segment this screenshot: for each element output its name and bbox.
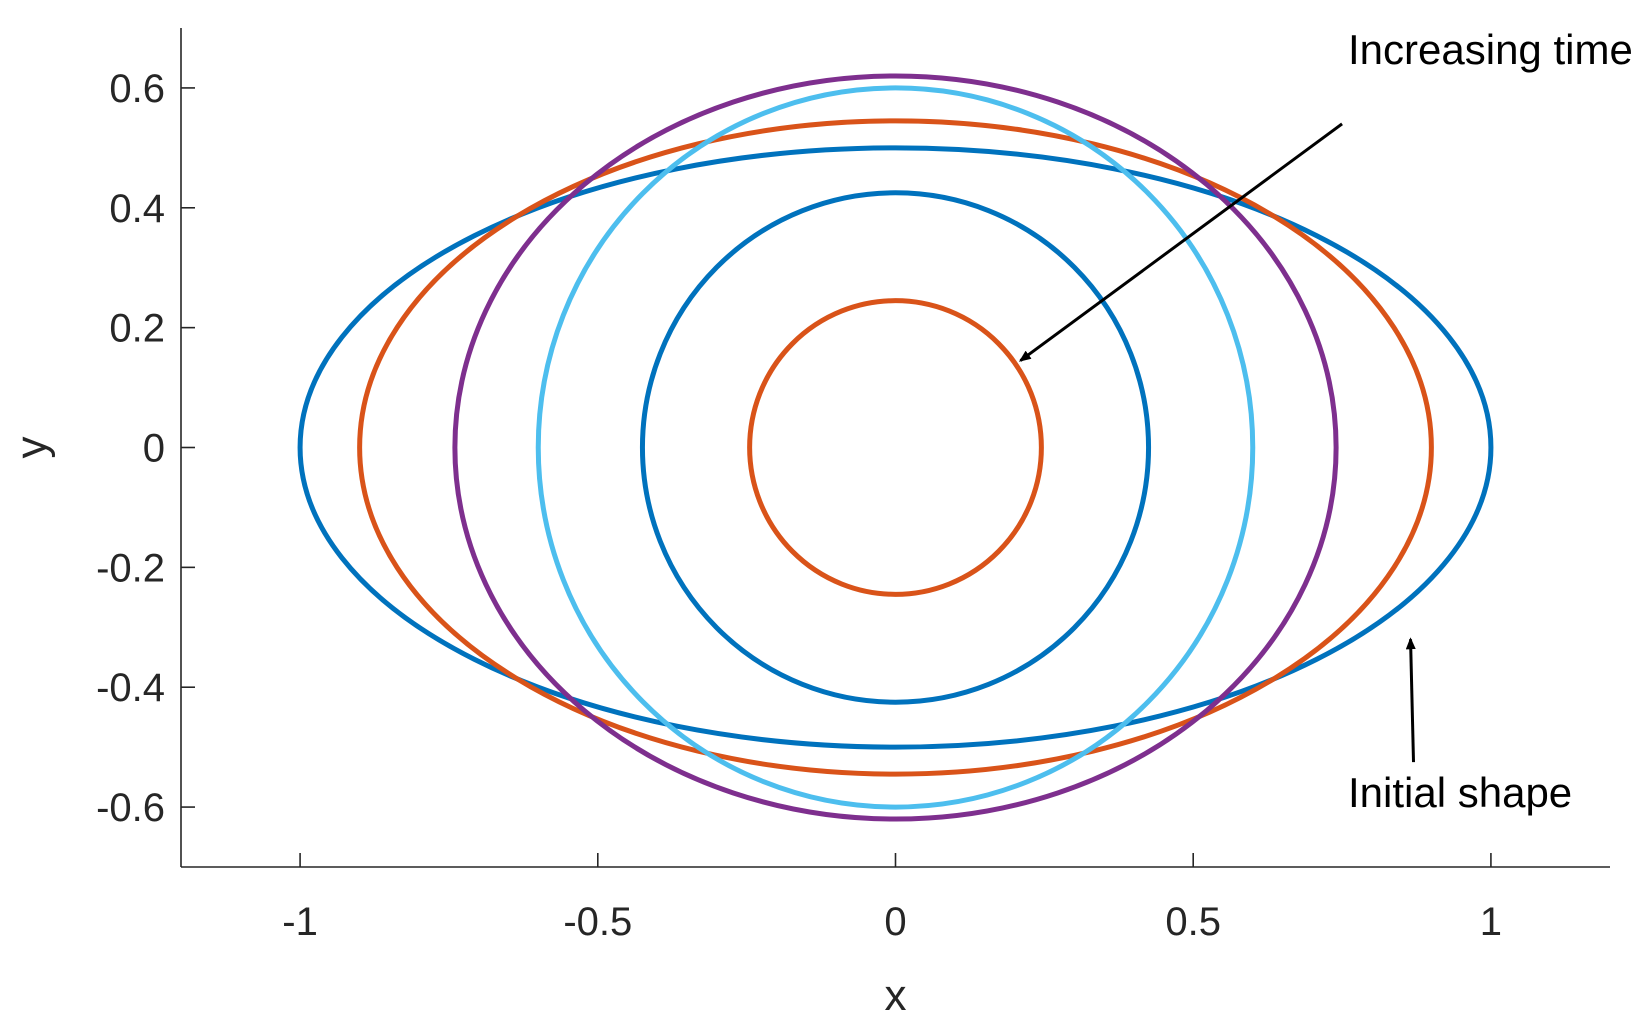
annotation-label-1: Increasing time bbox=[1348, 26, 1633, 73]
x-tick-label: -1 bbox=[282, 900, 318, 944]
annotation-label-2: Initial shape bbox=[1348, 769, 1572, 816]
series-shape-5 bbox=[639, 190, 1152, 705]
y-tick-label: 0.4 bbox=[109, 187, 165, 231]
x-axis-title: x bbox=[885, 971, 907, 1020]
series-shape-2 bbox=[357, 118, 1434, 777]
series-shape-4 bbox=[535, 85, 1256, 810]
annotation-arrow-2 bbox=[1405, 637, 1416, 763]
y-axis-title: y bbox=[7, 437, 56, 459]
x-tick-label: 1 bbox=[1480, 900, 1502, 944]
x-tick-label: 0 bbox=[884, 900, 906, 944]
y-tick-label: -0.6 bbox=[96, 786, 165, 830]
axes: -1 -0.5 0 0.5 1 -0.6 -0.4 -0.2 0 0.2 0.4 0.6 x y bbox=[7, 28, 1610, 1020]
y-tick-label: 0.6 bbox=[109, 67, 165, 111]
series-group bbox=[297, 73, 1494, 822]
annotations: Increasing time Initial shape bbox=[1018, 26, 1633, 816]
series-shape-6 bbox=[747, 298, 1044, 597]
x-tick-label: -0.5 bbox=[563, 900, 632, 944]
y-tick-label: -0.2 bbox=[96, 546, 165, 590]
y-tick-label: 0.2 bbox=[109, 307, 165, 351]
series-shape-1 bbox=[297, 145, 1494, 750]
y-tick-label: 0 bbox=[143, 427, 165, 471]
y-tick-label: -0.4 bbox=[96, 666, 165, 710]
series-shape-3 bbox=[452, 73, 1339, 822]
x-tick-label: 0.5 bbox=[1165, 900, 1221, 944]
annotation-arrow-1 bbox=[1018, 122, 1343, 362]
